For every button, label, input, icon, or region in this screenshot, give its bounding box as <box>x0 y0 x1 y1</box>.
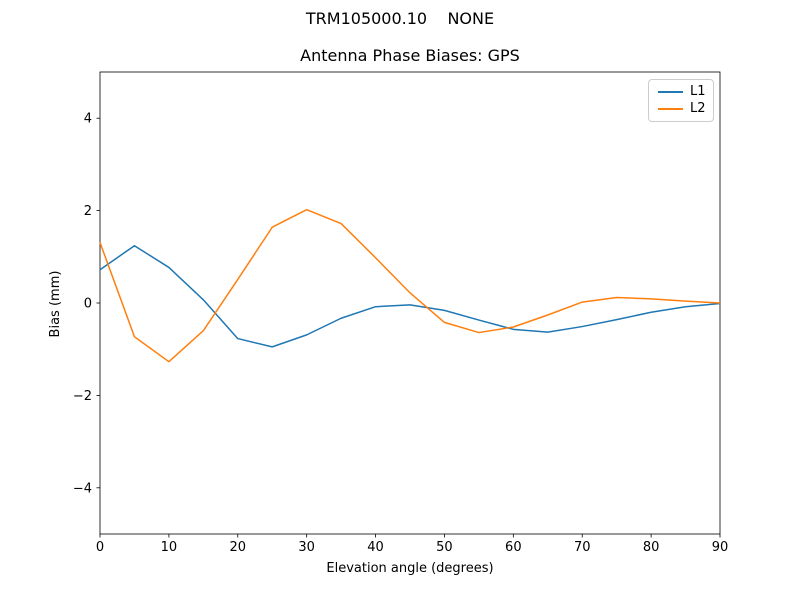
x-tick-label: 30 <box>298 540 315 555</box>
series-line-l2 <box>99 208 721 363</box>
y-tick-label: 0 <box>84 297 92 312</box>
chart-title: Antenna Phase Biases: GPS <box>300 46 520 65</box>
y-tick-label: −2 <box>73 389 92 404</box>
legend-entry-l1: L1 <box>658 84 706 100</box>
axes-frame <box>99 71 721 535</box>
y-tick-label: 4 <box>84 112 92 127</box>
x-axis-label: Elevation angle (degrees) <box>326 561 494 576</box>
legend-entry-l2: L2 <box>658 101 706 117</box>
x-tick-label: 10 <box>161 540 178 555</box>
legend-label-l1: L1 <box>690 84 706 100</box>
x-tick-label: 20 <box>230 540 247 555</box>
x-tick-label: 60 <box>505 540 522 555</box>
legend-line-sample-l1 <box>658 91 683 94</box>
x-tick-label: 40 <box>367 540 384 555</box>
x-tick-label: 70 <box>574 540 591 555</box>
y-tick-label: 2 <box>84 204 92 219</box>
legend-line-sample-l2 <box>658 107 683 110</box>
series-line-l1 <box>99 244 721 348</box>
y-axis-label: Bias (mm) <box>48 270 63 338</box>
figure-suptitle: TRM105000.10 NONE <box>305 9 495 28</box>
x-tick-label: 90 <box>712 540 729 555</box>
legend-label-l2: L2 <box>690 100 706 116</box>
x-tick-label: 50 <box>436 540 453 555</box>
x-tick-label: 80 <box>643 540 660 555</box>
y-tick-label: −4 <box>73 481 92 496</box>
x-tick-label: 0 <box>96 540 104 555</box>
legend: L1 L2 <box>648 79 714 122</box>
